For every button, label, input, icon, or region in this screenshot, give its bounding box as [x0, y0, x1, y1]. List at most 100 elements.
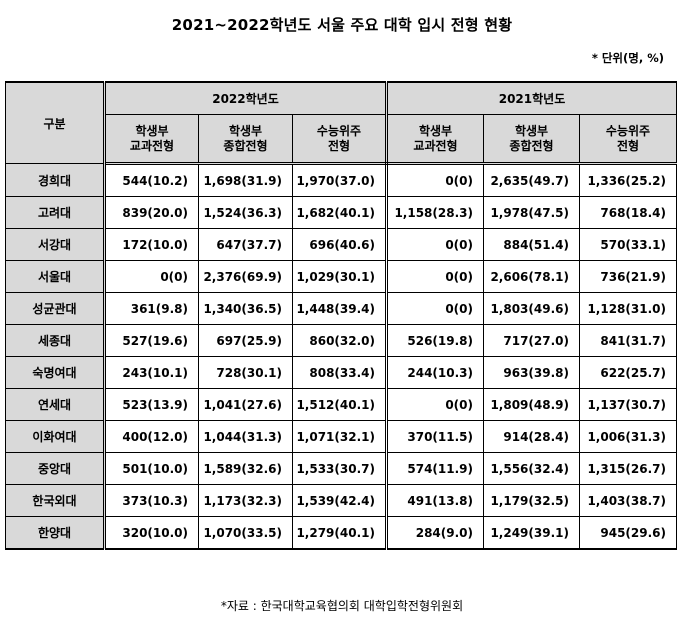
header-group-label: 구분 — [5, 82, 106, 164]
university-name: 성균관대 — [5, 292, 106, 325]
page-title: 2021~2022학년도 서울 주요 대학 입시 전형 현황 — [171, 16, 513, 34]
cell-2021: 0(0) — [386, 292, 484, 325]
cell-2022: 647(37.7) — [198, 228, 293, 261]
table-row: 경희대 544(10.2) 1,698(31.9) 1,970(37.0) 0(0) 2,… — [5, 163, 677, 197]
cell-2022: 808(33.4) — [292, 356, 388, 389]
cell-2021: 1,809(48.9) — [483, 388, 580, 421]
cell-2021: 914(28.4) — [483, 420, 580, 453]
header-2021-col3: 수능위주 전형 — [579, 114, 677, 165]
admissions-table: 구분 2022학년도 2021학년도 학생부 교과전형 학생부 종합전형 수능위주 전… — [5, 81, 677, 550]
cell-2021: 841(31.7) — [579, 324, 677, 357]
cell-2022: 860(32.0) — [292, 324, 388, 357]
cell-2022: 1,279(40.1) — [292, 516, 388, 550]
cell-2022: 696(40.6) — [292, 228, 388, 261]
header-year-2021: 2021학년도 — [386, 82, 677, 115]
cell-2022: 1,682(40.1) — [292, 196, 388, 229]
cell-2022: 839(20.0) — [104, 196, 199, 229]
cell-2022: 373(10.3) — [104, 484, 199, 517]
university-name: 중앙대 — [5, 452, 106, 485]
table-row: 서울대 0(0) 2,376(69.9) 1,029(30.1) 0(0) 2,606(7… — [5, 260, 677, 293]
cell-2022: 728(30.1) — [198, 356, 293, 389]
cell-2021: 370(11.5) — [386, 420, 484, 453]
cell-2022: 172(10.0) — [104, 228, 199, 261]
cell-2022: 361(9.8) — [104, 292, 199, 325]
cell-2021: 1,158(28.3) — [386, 196, 484, 229]
cell-2021: 0(0) — [386, 260, 484, 293]
cell-2021: 1,179(32.5) — [483, 484, 580, 517]
cell-2022: 1,533(30.7) — [292, 452, 388, 485]
cell-2021: 1,249(39.1) — [483, 516, 580, 550]
table-row: 이화여대 400(12.0) 1,044(31.3) 1,071(32.1) 370(1… — [5, 420, 677, 453]
cell-2022: 0(0) — [104, 260, 199, 293]
cell-2021: 1,803(49.6) — [483, 292, 580, 325]
university-name: 세종대 — [5, 324, 106, 357]
cell-2021: 2,606(78.1) — [483, 260, 580, 293]
university-name: 한양대 — [5, 516, 106, 550]
source-note: *자료 : 한국대학교육협의회 대학입학전형위원회 — [220, 599, 464, 613]
cell-2022: 400(12.0) — [104, 420, 199, 453]
university-name: 서울대 — [5, 260, 106, 293]
cell-2022: 527(19.6) — [104, 324, 199, 357]
cell-2021: 1,978(47.5) — [483, 196, 580, 229]
university-name: 경희대 — [5, 163, 106, 197]
cell-2021: 570(33.1) — [579, 228, 677, 261]
cell-2022: 1,070(33.5) — [198, 516, 293, 550]
cell-2021: 736(21.9) — [579, 260, 677, 293]
cell-2022: 1,041(27.6) — [198, 388, 293, 421]
table-row: 성균관대 361(9.8) 1,340(36.5) 1,448(39.4) 0(0) 1,… — [5, 292, 677, 325]
cell-2021: 574(11.9) — [386, 452, 484, 485]
cell-2022: 243(10.1) — [104, 356, 199, 389]
cell-2021: 2,635(49.7) — [483, 163, 580, 197]
cell-2022: 1,173(32.3) — [198, 484, 293, 517]
cell-2022: 2,376(69.9) — [198, 260, 293, 293]
cell-2022: 1,044(31.3) — [198, 420, 293, 453]
cell-2021: 1,403(38.7) — [579, 484, 677, 517]
cell-2021: 1,336(25.2) — [579, 163, 677, 197]
header-year-2022: 2022학년도 — [104, 82, 388, 115]
cell-2021: 244(10.3) — [386, 356, 484, 389]
cell-2022: 1,698(31.9) — [198, 163, 293, 197]
cell-2021: 622(25.7) — [579, 356, 677, 389]
table-row: 숙명여대 243(10.1) 728(30.1) 808(33.4) 244(10.3)… — [5, 356, 677, 389]
cell-2021: 717(27.0) — [483, 324, 580, 357]
cell-2021: 284(9.0) — [386, 516, 484, 550]
cell-2021: 0(0) — [386, 163, 484, 197]
cell-2022: 523(13.9) — [104, 388, 199, 421]
table-row: 세종대 527(19.6) 697(25.9) 860(32.0) 526(19.8) 7… — [5, 324, 677, 357]
header-2021-col2: 학생부 종합전형 — [483, 114, 580, 165]
header-2021-col1: 학생부 교과전형 — [386, 114, 484, 165]
university-name: 이화여대 — [5, 420, 106, 453]
cell-2021: 1,556(32.4) — [483, 452, 580, 485]
cell-2021: 526(19.8) — [386, 324, 484, 357]
cell-2022: 1,448(39.4) — [292, 292, 388, 325]
cell-2021: 1,006(31.3) — [579, 420, 677, 453]
cell-2022: 1,539(42.4) — [292, 484, 388, 517]
cell-2021: 963(39.8) — [483, 356, 580, 389]
university-name: 숙명여대 — [5, 356, 106, 389]
university-name: 고려대 — [5, 196, 106, 229]
header-2022-col3: 수능위주 전형 — [292, 114, 388, 165]
university-name: 연세대 — [5, 388, 106, 421]
cell-2022: 1,071(32.1) — [292, 420, 388, 453]
cell-2021: 945(29.6) — [579, 516, 677, 550]
cell-2021: 768(18.4) — [579, 196, 677, 229]
table-body: 경희대 544(10.2) 1,698(31.9) 1,970(37.0) 0(0) 2,… — [5, 163, 677, 550]
cell-2022: 697(25.9) — [198, 324, 293, 357]
cell-2021: 491(13.8) — [386, 484, 484, 517]
unit-note: * 단위(명, %) — [591, 51, 664, 65]
cell-2021: 1,315(26.7) — [579, 452, 677, 485]
cell-2022: 501(10.0) — [104, 452, 199, 485]
cell-2021: 884(51.4) — [483, 228, 580, 261]
cell-2022: 1,029(30.1) — [292, 260, 388, 293]
cell-2021: 1,128(31.0) — [579, 292, 677, 325]
cell-2022: 1,589(32.6) — [198, 452, 293, 485]
table-row: 서강대 172(10.0) 647(37.7) 696(40.6) 0(0) 884(51… — [5, 228, 677, 261]
table-row: 중앙대 501(10.0) 1,589(32.6) 1,533(30.7) 574(11… — [5, 452, 677, 485]
admissions-table-container: 구분 2022학년도 2021학년도 학생부 교과전형 학생부 종합전형 수능위주 전… — [5, 81, 677, 550]
table-row: 한양대 320(10.0) 1,070(33.5) 1,279(40.1) 284(9.… — [5, 516, 677, 550]
table-row: 연세대 523(13.9) 1,041(27.6) 1,512(40.1) 0(0) 1,… — [5, 388, 677, 421]
table-row: 고려대 839(20.0) 1,524(36.3) 1,682(40.1) 1,158(… — [5, 196, 677, 229]
cell-2022: 544(10.2) — [104, 163, 199, 197]
cell-2021: 0(0) — [386, 228, 484, 261]
cell-2022: 1,524(36.3) — [198, 196, 293, 229]
